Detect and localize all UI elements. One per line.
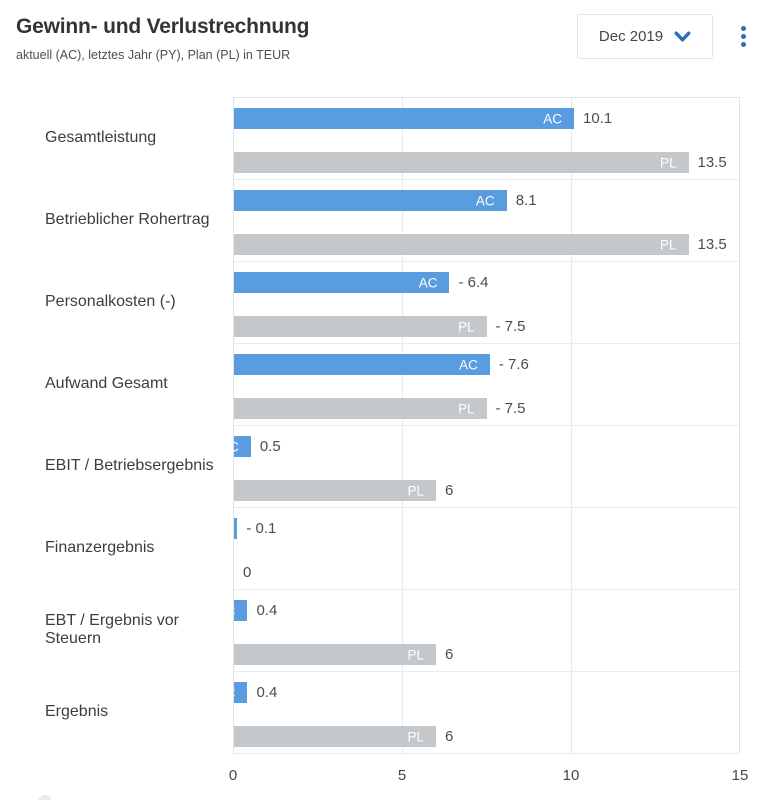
bar-value-label: - 0.1	[246, 520, 277, 537]
period-dropdown[interactable]: Dec 2019	[577, 14, 713, 59]
pl-bar[interactable]: PL	[234, 398, 487, 419]
bar-value-label: 6	[445, 728, 454, 745]
bar-group: AC - 7.6 PL - 7.5	[234, 344, 739, 426]
ac-barline: AC - 0.1	[234, 518, 739, 539]
chevron-down-icon	[674, 31, 691, 42]
bar-series-tag: AC	[543, 110, 563, 126]
category-label: Ergebnis	[45, 703, 109, 720]
ac-bar[interactable]: AC	[234, 354, 490, 375]
bar-series-tag: AC	[234, 440, 239, 454]
ac-barline: AC 0.4	[234, 682, 739, 703]
bar-group: AC 0.4 PL 6	[234, 672, 739, 754]
bar-value-label: 6	[445, 482, 454, 499]
ac-bar[interactable]: AC	[234, 600, 248, 621]
page-indicator-dot	[38, 795, 52, 800]
ac-barline: AC 0.5	[234, 436, 739, 457]
bar-series-tag: AC	[234, 686, 235, 700]
pl-bar[interactable]: PL	[234, 726, 436, 747]
bar-group: AC 0.5 PL 6	[234, 426, 739, 508]
x-axis-tick-label: 10	[562, 767, 580, 784]
pl-barline: PL - 7.5	[234, 398, 739, 419]
plot-area: AC 10.1 PL 13.5 AC 8.1 PL 13.5 AC - 6.4 PL - 7.5 AC -…	[233, 97, 740, 754]
bar-series-tag: AC	[234, 604, 235, 618]
ac-bar[interactable]: AC	[234, 272, 450, 293]
bar-value-label: 0.4	[256, 602, 278, 619]
ac-barline: AC - 6.4	[234, 272, 739, 293]
gridline	[402, 98, 404, 754]
ac-bar[interactable]: AC	[234, 682, 248, 703]
bar-value-label: - 7.5	[495, 318, 526, 335]
pl-barline: PL 6	[234, 726, 739, 747]
kebab-menu-icon[interactable]	[739, 26, 747, 47]
bar-value-label: 0.5	[259, 438, 281, 455]
bar-series-tag: PL	[659, 236, 677, 252]
pl-barline: PL 13.5	[234, 152, 739, 173]
bar-value-label: 8.1	[515, 192, 537, 209]
category-label: Finanzergebnis	[45, 539, 155, 556]
bar-group: AC - 6.4 PL - 7.5	[234, 262, 739, 344]
x-axis-tick-label: 15	[731, 767, 749, 784]
ac-barline: AC - 7.6	[234, 354, 739, 375]
bar-value-label: 13.5	[697, 236, 727, 253]
bar-group: AC 8.1 PL 13.5	[234, 180, 739, 262]
ac-barline: AC 0.4	[234, 600, 739, 621]
bar-series-tag: PL	[659, 154, 677, 170]
bar-value-label: 6	[445, 646, 454, 663]
bar-value-label: 0.4	[256, 684, 278, 701]
ac-bar[interactable]: AC	[234, 518, 238, 539]
period-dropdown-value: Dec 2019	[598, 28, 664, 45]
bar-value-label: - 6.4	[458, 274, 489, 291]
page-title: Gewinn- und Verlustrechnung	[16, 15, 310, 38]
bar-series-tag: PL	[407, 728, 424, 744]
bar-series-tag: AC	[475, 192, 495, 208]
pl-barline: PL 6	[234, 644, 739, 665]
bar-series-tag: PL	[407, 482, 424, 498]
pl-bar[interactable]: PL	[234, 480, 436, 501]
category-labels: Gesamtleistung Betrieblicher Rohertrag Per…	[0, 97, 233, 754]
pl-barline: PL0	[234, 562, 739, 583]
category-label: Betrieblicher Rohertrag	[45, 211, 210, 228]
bar-group: AC 0.4 PL 6	[234, 590, 739, 672]
pl-bar[interactable]: PL	[234, 152, 689, 173]
bar-series-tag: PL	[457, 400, 475, 416]
category-label: Personalkosten (-)	[45, 293, 176, 310]
bar-series-tag: PL	[457, 318, 475, 334]
x-axis: 0 5 10 15	[229, 753, 749, 789]
pl-barline: PL 6	[234, 480, 739, 501]
pl-barline: PL 13.5	[234, 234, 739, 255]
ac-bar[interactable]: AC	[234, 108, 575, 129]
category-label: EBIT / Betriebsergebnis	[45, 457, 214, 474]
bar-value-label: 10.1	[583, 110, 613, 127]
pl-bar[interactable]: PL	[234, 644, 436, 665]
bar-group: AC 10.1 PL 13.5	[234, 98, 739, 180]
pl-bar[interactable]: PL	[234, 316, 487, 337]
bar-series-tag: PL	[407, 646, 424, 662]
category-label: Gesamtleistung	[45, 129, 157, 146]
page-subtitle: aktuell (AC), letztes Jahr (PY), Plan (P…	[16, 48, 291, 63]
bar-value-label: 0	[243, 564, 252, 581]
bar-series-tag: AC	[418, 274, 438, 290]
ac-barline: AC 10.1	[234, 108, 739, 129]
widget-header: Gewinn- und Verlustrechnung aktuell (AC)…	[16, 14, 556, 62]
bar-chart: Gesamtleistung Betrieblicher Rohertrag Per…	[0, 97, 740, 754]
bar-value-label: - 7.5	[495, 400, 526, 417]
bar-value-label: 13.5	[697, 154, 727, 171]
ac-bar[interactable]: AC	[234, 190, 507, 211]
x-axis-tick-label: 0	[228, 767, 238, 784]
pl-barline: PL - 7.5	[234, 316, 739, 337]
x-axis-tick-label: 5	[397, 767, 407, 784]
bar-value-label: - 7.6	[498, 356, 529, 373]
pl-bar[interactable]: PL	[234, 234, 689, 255]
bar-group: AC - 0.1 PL0	[234, 508, 739, 590]
bar-series-tag: AC	[459, 356, 478, 372]
gridline	[570, 98, 572, 754]
category-label: EBT / Ergebnis vor Steuern	[45, 612, 179, 647]
ac-barline: AC 8.1	[234, 190, 739, 211]
ac-bar[interactable]: AC	[234, 436, 251, 457]
category-label: Aufwand Gesamt	[45, 375, 168, 392]
